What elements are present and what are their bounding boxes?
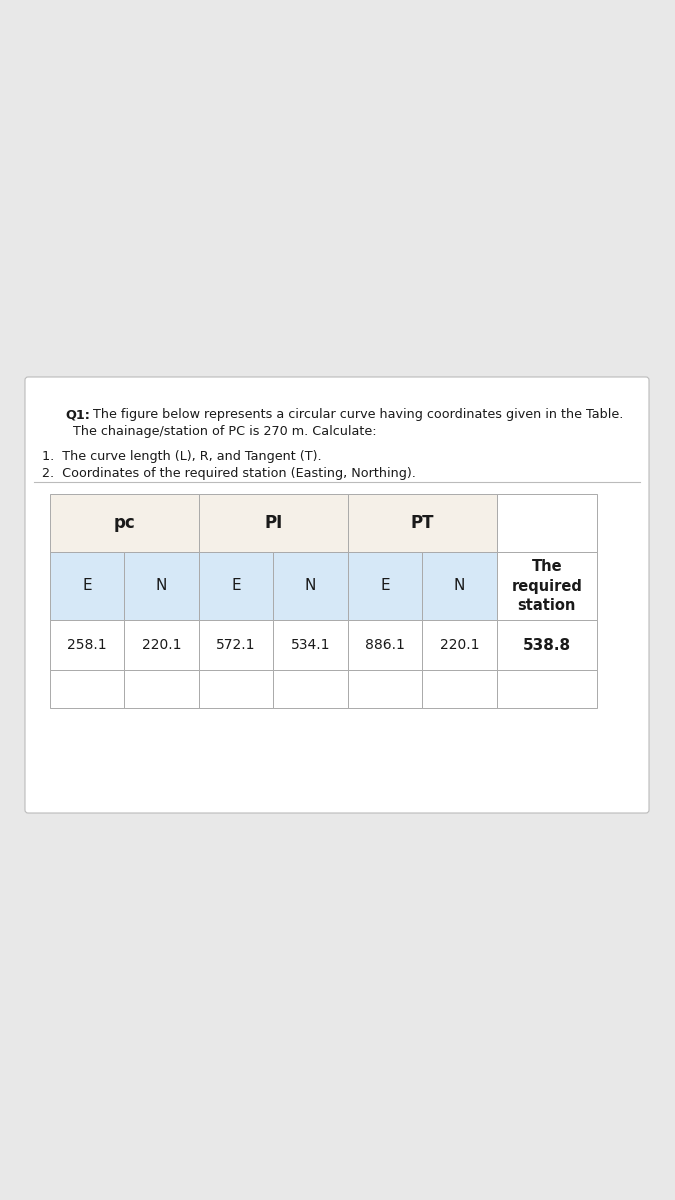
Bar	[348, 494, 497, 552]
Text: 258.1: 258.1	[68, 638, 107, 652]
Bar	[497, 670, 597, 708]
Text: Q1:: Q1:	[65, 408, 90, 421]
FancyBboxPatch shape	[25, 377, 649, 814]
Text: 886.1: 886.1	[365, 638, 405, 652]
Text: The figure below represents a circular curve having coordinates given in the Tab: The figure below represents a circular c…	[85, 408, 624, 421]
Text: pc: pc	[113, 514, 135, 532]
Bar	[348, 552, 422, 620]
Bar	[348, 670, 422, 708]
Bar	[124, 670, 199, 708]
Bar	[273, 552, 348, 620]
Bar	[199, 552, 273, 620]
Text: 220.1: 220.1	[439, 638, 479, 652]
Text: E: E	[380, 578, 389, 594]
Bar	[50, 494, 199, 552]
Bar	[50, 670, 124, 708]
Text: N: N	[156, 578, 167, 594]
Bar	[199, 670, 273, 708]
Bar	[422, 620, 497, 670]
Text: 572.1: 572.1	[216, 638, 256, 652]
Text: 538.8: 538.8	[522, 637, 571, 653]
Text: N: N	[305, 578, 316, 594]
Text: The
required
station: The required station	[512, 559, 583, 613]
Text: The chainage/station of PC is 270 m. Calculate:: The chainage/station of PC is 270 m. Cal…	[65, 425, 377, 438]
Bar	[422, 552, 497, 620]
Bar	[273, 620, 348, 670]
Bar	[199, 620, 273, 670]
Bar	[50, 620, 124, 670]
Bar	[124, 620, 199, 670]
Bar	[348, 620, 422, 670]
Bar	[497, 552, 597, 620]
Bar	[497, 620, 597, 670]
Bar	[497, 494, 597, 552]
Text: N: N	[454, 578, 465, 594]
Bar	[124, 552, 199, 620]
Text: E: E	[82, 578, 92, 594]
Text: 1.  The curve length (L), R, and Tangent (T).: 1. The curve length (L), R, and Tangent …	[42, 450, 321, 463]
Text: 220.1: 220.1	[142, 638, 182, 652]
Text: 2.  Coordinates of the required station (Easting, Northing).: 2. Coordinates of the required station (…	[42, 467, 416, 480]
Text: PI: PI	[264, 514, 282, 532]
Text: PT: PT	[410, 514, 434, 532]
Bar	[50, 552, 124, 620]
Bar	[273, 670, 348, 708]
Bar	[422, 670, 497, 708]
Text: E: E	[232, 578, 241, 594]
Bar	[199, 494, 348, 552]
Text: 534.1: 534.1	[291, 638, 330, 652]
